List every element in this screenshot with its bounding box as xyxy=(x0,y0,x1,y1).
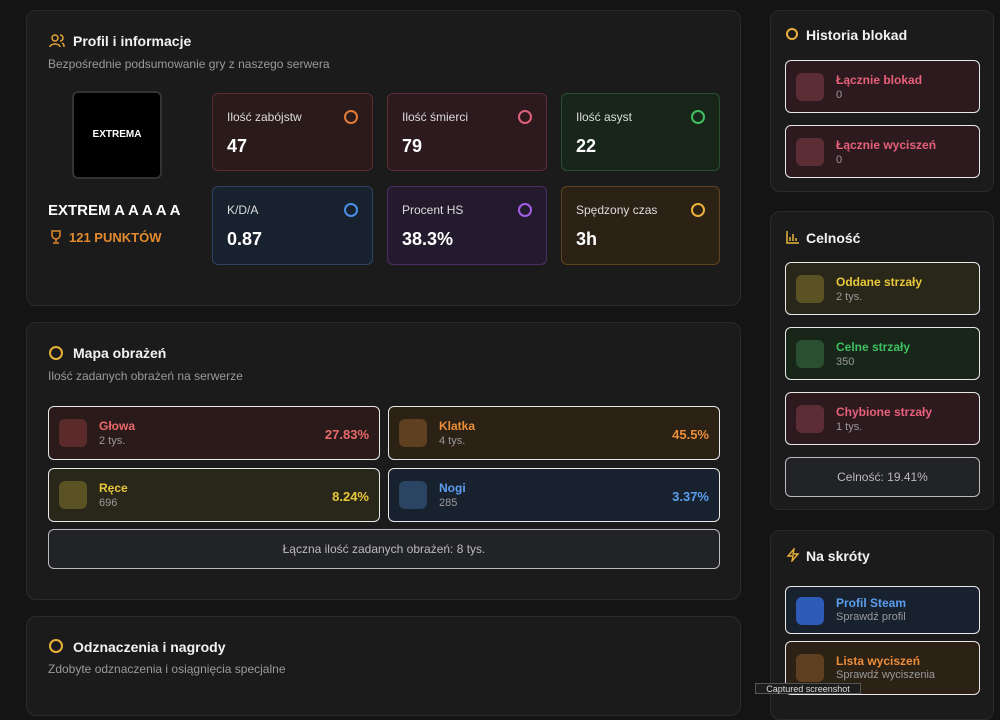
icon xyxy=(796,73,824,101)
icon xyxy=(796,340,824,368)
stat-value: 47 xyxy=(227,136,248,156)
item-value: 1 tys. xyxy=(836,421,863,433)
part-percent: 45.5% xyxy=(672,427,709,442)
stat-card: Ilość asyst 22 xyxy=(561,93,720,171)
damage-card: Ręce 696 8.24% xyxy=(48,468,380,522)
icon xyxy=(399,481,427,509)
stat-value: 0.87 xyxy=(227,229,263,249)
part-amount: 4 tys. xyxy=(439,435,466,447)
icon xyxy=(49,34,65,48)
icon xyxy=(518,110,532,124)
stat-card: Ilość śmierci 79 xyxy=(387,93,547,171)
part-label: Ręce xyxy=(99,481,128,495)
panel-subtitle: Ilość zadanych obrażeń na serwerze xyxy=(48,369,243,383)
item-label: Chybione strzały xyxy=(836,405,933,419)
icon xyxy=(691,110,705,124)
panel-title: Na skróty xyxy=(806,548,870,564)
part-percent: 27.83% xyxy=(324,427,369,442)
icon xyxy=(344,203,358,217)
panel-title: Historia blokad xyxy=(806,27,908,43)
part-percent: 8.24% xyxy=(332,489,369,504)
part-percent: 3.37% xyxy=(672,489,709,504)
icon xyxy=(796,654,824,682)
item-label: Łącznie wyciszeń xyxy=(836,138,937,152)
icon xyxy=(786,548,800,562)
icon xyxy=(518,203,532,217)
icon xyxy=(786,231,799,244)
damage-panel: Mapa obrażeń Ilość zadanych obrażeń na s… xyxy=(26,322,741,600)
panel-title: Mapa obrażeń xyxy=(73,345,167,361)
player-name: EXTREM A A A A A xyxy=(48,202,181,219)
damage-total: Łączna ilość zadanych obrażeń: 8 tys. xyxy=(48,529,720,569)
item-value: 350 xyxy=(836,356,855,368)
part-amount: 696 xyxy=(99,497,118,509)
stat-value: 38.3% xyxy=(402,229,454,249)
logo: EXTREMA xyxy=(72,91,162,179)
item-label: Oddane strzały xyxy=(836,275,923,289)
accuracy-panel: Celność Oddane strzały 2 tys. Celne strza… xyxy=(770,211,994,510)
icon xyxy=(796,405,824,433)
panel-title: Odznaczenia i nagrody xyxy=(73,639,226,655)
points: 121 PUNKTÓW xyxy=(69,230,162,245)
icon xyxy=(49,346,63,360)
panel-subtitle: Zdobyte odznaczenia i osiągnięcia specja… xyxy=(48,662,286,676)
panel-subtitle: Bezpośrednie podsumowanie gry z naszego … xyxy=(48,57,330,71)
part-amount: 2 tys. xyxy=(99,435,126,447)
damage-card: Klatka 4 tys. 45.5% xyxy=(388,406,720,460)
stat-card: K/D/A 0.87 xyxy=(212,186,373,265)
accuracy-item: Celne strzały 350 xyxy=(785,327,980,380)
icon xyxy=(51,230,61,244)
stat-label: Procent HS xyxy=(402,203,464,217)
tooltip: Captured screenshot xyxy=(755,683,861,694)
stat-card: Spędzony czas 3h xyxy=(561,186,720,265)
panel-title: Profil i informacje xyxy=(73,33,192,49)
link-label: Lista wyciszeń xyxy=(836,654,921,668)
part-label: Nogi xyxy=(439,481,466,495)
awards-panel: Odznaczenia i nagrody Zdobyte odznaczeni… xyxy=(26,616,741,716)
icon xyxy=(59,481,87,509)
stat-label: K/D/A xyxy=(227,203,259,217)
block-item: Łącznie wyciszeń 0 xyxy=(785,125,980,178)
panel-title: Celność xyxy=(806,230,861,246)
icon xyxy=(796,597,824,625)
item-value: 0 xyxy=(836,154,843,166)
icon xyxy=(49,639,63,653)
shortcut-link[interactable]: Profil Steam Sprawdź profil xyxy=(785,586,980,634)
item-value: 0 xyxy=(836,89,843,101)
stat-label: Ilość śmierci xyxy=(402,110,469,124)
damage-card: Nogi 285 3.37% xyxy=(388,468,720,522)
icon xyxy=(344,110,358,124)
blocks-panel: Historia blokad Łącznie blokad 0 Łącznie … xyxy=(770,10,994,192)
page: Profil i informacje Bezpośrednie podsumo… xyxy=(26,10,994,720)
icon xyxy=(796,275,824,303)
part-amount: 285 xyxy=(439,497,458,509)
link-sub: Sprawdź wyciszenia xyxy=(836,669,936,681)
icon xyxy=(691,203,705,217)
stat-value: 79 xyxy=(402,136,423,156)
link-sub: Sprawdź profil xyxy=(836,611,906,623)
stat-label: Ilość zabójstw xyxy=(227,110,302,124)
accuracy-item: Oddane strzały 2 tys. xyxy=(785,262,980,315)
stat-card: Ilość zabójstw 47 xyxy=(212,93,373,171)
icon xyxy=(59,419,87,447)
accuracy-item: Chybione strzały 1 tys. xyxy=(785,392,980,445)
item-value: 2 tys. xyxy=(836,291,863,303)
part-label: Klatka xyxy=(439,419,476,433)
icon xyxy=(786,28,798,40)
stat-card: Procent HS 38.3% xyxy=(387,186,547,265)
damage-card: Głowa 2 tys. 27.83% xyxy=(48,406,380,460)
stat-label: Spędzony czas xyxy=(576,203,658,217)
stat-value: 22 xyxy=(576,136,597,156)
link-label: Profil Steam xyxy=(836,596,907,610)
accuracy-summary: Celność: 19.41% xyxy=(785,457,980,497)
item-label: Celne strzały xyxy=(836,340,911,354)
block-item: Łącznie blokad 0 xyxy=(785,60,980,113)
item-label: Łącznie blokad xyxy=(836,73,923,87)
stat-label: Ilość asyst xyxy=(576,110,633,124)
icon xyxy=(399,419,427,447)
part-label: Głowa xyxy=(99,419,136,433)
profile-panel: Profil i informacje Bezpośrednie podsumo… xyxy=(26,10,741,306)
stat-value: 3h xyxy=(576,229,598,249)
icon xyxy=(796,138,824,166)
